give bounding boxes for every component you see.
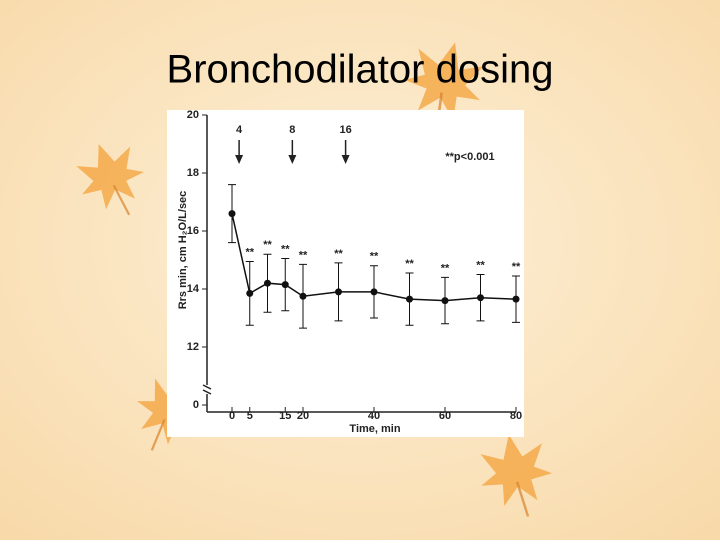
y-tick-label: 20 xyxy=(187,109,199,121)
significance-label: ** xyxy=(512,261,521,273)
chart-area xyxy=(167,110,524,437)
y-tick-label: 12 xyxy=(187,341,199,353)
y-tick-label: 14 xyxy=(187,283,200,295)
data-point xyxy=(264,279,271,287)
data-point xyxy=(477,294,484,302)
x-tick-label: 60 xyxy=(439,410,451,422)
significance-label: ** xyxy=(405,258,414,270)
data-point xyxy=(335,288,342,296)
x-axis-label: Time, min xyxy=(349,423,400,435)
x-tick-label: 0 xyxy=(229,410,235,422)
significance-label: ** xyxy=(476,259,485,271)
dose-label: 16 xyxy=(339,124,351,136)
data-point xyxy=(512,295,520,303)
x-tick-label: 5 xyxy=(247,410,253,422)
y-axis-label: Rrs min, cm H₂O/L/sec xyxy=(177,191,189,310)
significance-label: ** xyxy=(281,243,290,255)
y-tick-label: 0 xyxy=(193,399,199,411)
data-point xyxy=(281,281,289,289)
significance-label: ** xyxy=(334,248,343,260)
significance-label: ** xyxy=(263,239,272,251)
dose-arrowhead xyxy=(341,155,350,164)
y-tick-label: 18 xyxy=(187,167,199,179)
x-tick-label: 15 xyxy=(279,410,291,422)
data-point xyxy=(441,297,449,305)
significance-label: ** xyxy=(245,246,254,258)
dose-label: 8 xyxy=(289,124,295,136)
annotation: **p<0.001 xyxy=(445,151,494,163)
data-point xyxy=(246,289,254,297)
dose-arrowhead xyxy=(235,155,244,164)
data-point xyxy=(228,210,236,218)
axis-break xyxy=(202,384,212,395)
significance-label: ** xyxy=(441,262,450,274)
y-tick-label: 16 xyxy=(187,225,199,237)
data-point xyxy=(370,288,378,296)
significance-label: ** xyxy=(370,251,379,263)
x-tick-label: 40 xyxy=(368,410,380,422)
x-tick-label: 80 xyxy=(510,410,522,422)
significance-label: ** xyxy=(299,249,308,261)
x-tick-label: 20 xyxy=(297,410,309,422)
dose-arrowhead xyxy=(288,155,297,164)
data-point xyxy=(406,295,413,303)
dose-label: 4 xyxy=(236,124,243,136)
data-point xyxy=(299,292,307,300)
slide-title: Bronchodilator dosing xyxy=(167,48,554,92)
